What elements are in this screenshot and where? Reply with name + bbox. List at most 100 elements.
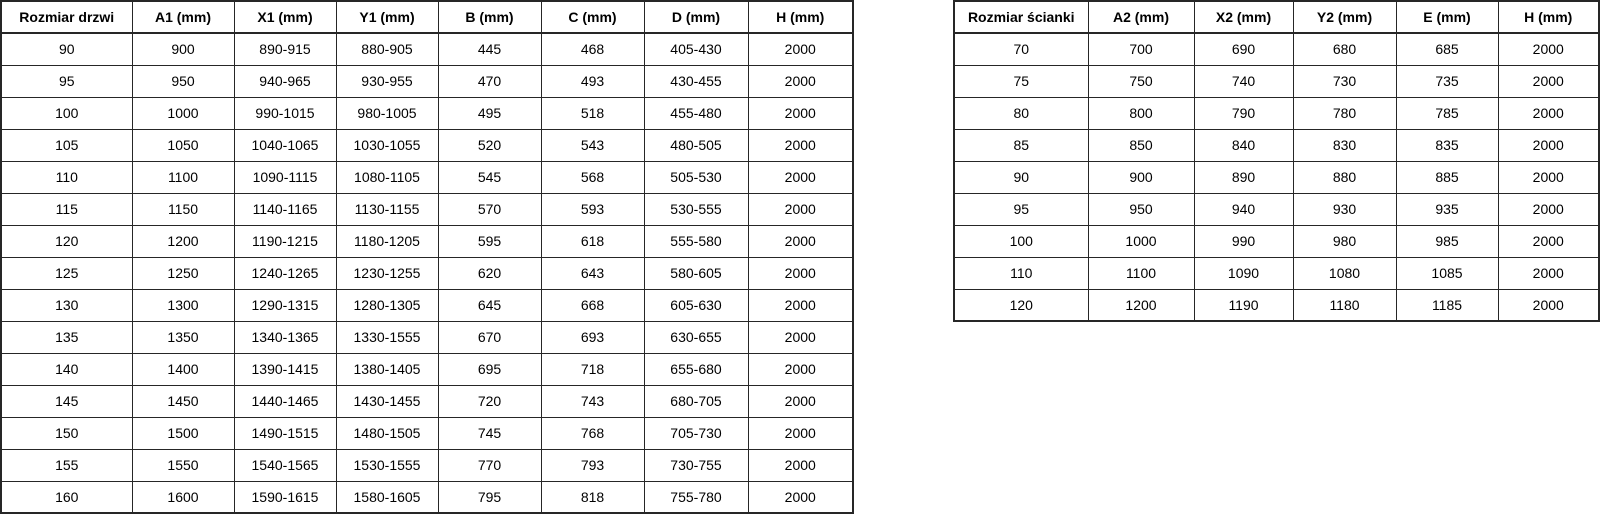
table-cell: 1580-1605 [335,480,439,514]
table-cell: 1000 [131,96,235,130]
table-cell: 2000 [747,32,854,66]
table-cell: 750 [1087,64,1195,98]
table-cell: 120 [953,288,1089,322]
table-cell: 530-555 [643,192,749,226]
table-cell: 1530-1555 [335,448,439,482]
table-cell: 795 [437,480,542,514]
table-cell: 2000 [747,480,854,514]
table-cell: 1230-1255 [335,256,439,290]
table-cell: 1185 [1395,288,1499,322]
table-row: 115 1150 1140-1165 1130-1155 570 593 530-555 20… [0,192,854,226]
table-cell: 1280-1305 [335,288,439,322]
table-cell: 630-655 [643,320,749,354]
wall-sizes-table: Rozmiar ścianki A2 (mm) X2 (mm) Y2 (mm) E (m… [953,0,1600,322]
table-cell: 880-905 [335,32,439,66]
table-row: 100 1000 990 980 985 2000 [953,224,1600,258]
table-cell: 2000 [747,288,854,322]
header-row: Rozmiar ścianki A2 (mm) X2 (mm) Y2 (mm) E (m… [953,0,1600,34]
table-cell: 2000 [747,384,854,418]
table-cell: 1450 [131,384,235,418]
table-row: 90 900 890-915 880-905 445 468 405-430 2000 [0,32,854,66]
table-cell: 2000 [1497,96,1600,130]
table-cell: 850 [1087,128,1195,162]
table-row: 110 1100 1090-1115 1080-1105 545 568 505-530 20… [0,160,854,194]
column-header: X2 (mm) [1193,0,1294,34]
table-cell: 568 [540,160,645,194]
table-cell: 740 [1193,64,1294,98]
table-cell: 950 [1087,192,1195,226]
table-cell: 990-1015 [233,96,337,130]
table-cell: 1340-1365 [233,320,337,354]
table-cell: 890-915 [233,32,337,66]
table-cell: 755-780 [643,480,749,514]
table-cell: 580-605 [643,256,749,290]
table-cell: 520 [437,128,542,162]
column-header: Y1 (mm) [335,0,439,34]
table-cell: 518 [540,96,645,130]
table-cell: 1100 [131,160,235,194]
table-cell: 470 [437,64,542,98]
table-row: 95 950 940-965 930-955 470 493 430-455 2000 [0,64,854,98]
table-cell: 2000 [1497,160,1600,194]
table-row: 135 1350 1340-1365 1330-1555 670 693 630-655 20… [0,320,854,354]
table-cell: 543 [540,128,645,162]
table-cell: 790 [1193,96,1294,130]
column-header: D (mm) [643,0,749,34]
wall-sizes-table-body: 70 700 690 680 685 2000 75 750 740 730 735 2000 80 80… [953,32,1600,322]
table-cell: 730-755 [643,448,749,482]
table-cell: 85 [953,128,1089,162]
table-cell: 1050 [131,128,235,162]
table-row: 70 700 690 680 685 2000 [953,32,1600,66]
table-cell: 2000 [747,416,854,450]
table-cell: 730 [1292,64,1397,98]
table-cell: 1600 [131,480,235,514]
table-cell: 718 [540,352,645,386]
table-cell: 1550 [131,448,235,482]
wall-sizes-table-header: Rozmiar ścianki A2 (mm) X2 (mm) Y2 (mm) E (m… [953,0,1600,34]
table-cell: 120 [0,224,133,258]
table-cell: 930 [1292,192,1397,226]
table-cell: 2000 [1497,32,1600,66]
table-cell: 720 [437,384,542,418]
table-cell: 145 [0,384,133,418]
table-cell: 95 [0,64,133,98]
table-cell: 930-955 [335,64,439,98]
table-cell: 593 [540,192,645,226]
table-cell: 743 [540,384,645,418]
table-row: 125 1250 1240-1265 1230-1255 620 643 580-605 20… [0,256,854,290]
table-cell: 105 [0,128,133,162]
table-cell: 1500 [131,416,235,450]
table-row: 110 1100 1090 1080 1085 2000 [953,256,1600,290]
table-cell: 1350 [131,320,235,354]
table-cell: 90 [0,32,133,66]
table-cell: 2000 [747,320,854,354]
table-cell: 785 [1395,96,1499,130]
table-cell: 110 [0,160,133,194]
table-cell: 1300 [131,288,235,322]
table-cell: 1590-1615 [233,480,337,514]
table-cell: 445 [437,32,542,66]
column-header: Y2 (mm) [1292,0,1397,34]
table-cell: 935 [1395,192,1499,226]
table-cell: 495 [437,96,542,130]
table-cell: 80 [953,96,1089,130]
table-cell: 670 [437,320,542,354]
door-sizes-table-body: 90 900 890-915 880-905 445 468 405-430 2000 95 95… [0,32,854,514]
column-header: A2 (mm) [1087,0,1195,34]
table-cell: 2000 [747,192,854,226]
table-cell: 840 [1193,128,1294,162]
header-row: Rozmiar drzwi A1 (mm) X1 (mm) Y1 (mm) B (mm)… [0,0,854,34]
table-cell: 680 [1292,32,1397,66]
table-cell: 1330-1555 [335,320,439,354]
table-cell: 595 [437,224,542,258]
table-cell: 745 [437,416,542,450]
table-cell: 555-580 [643,224,749,258]
table-cell: 430-455 [643,64,749,98]
table-cell: 900 [1087,160,1195,194]
table-cell: 980-1005 [335,96,439,130]
table-cell: 95 [953,192,1089,226]
table-cell: 493 [540,64,645,98]
table-cell: 1290-1315 [233,288,337,322]
table-row: 120 1200 1190-1215 1180-1205 595 618 555-580 20… [0,224,854,258]
